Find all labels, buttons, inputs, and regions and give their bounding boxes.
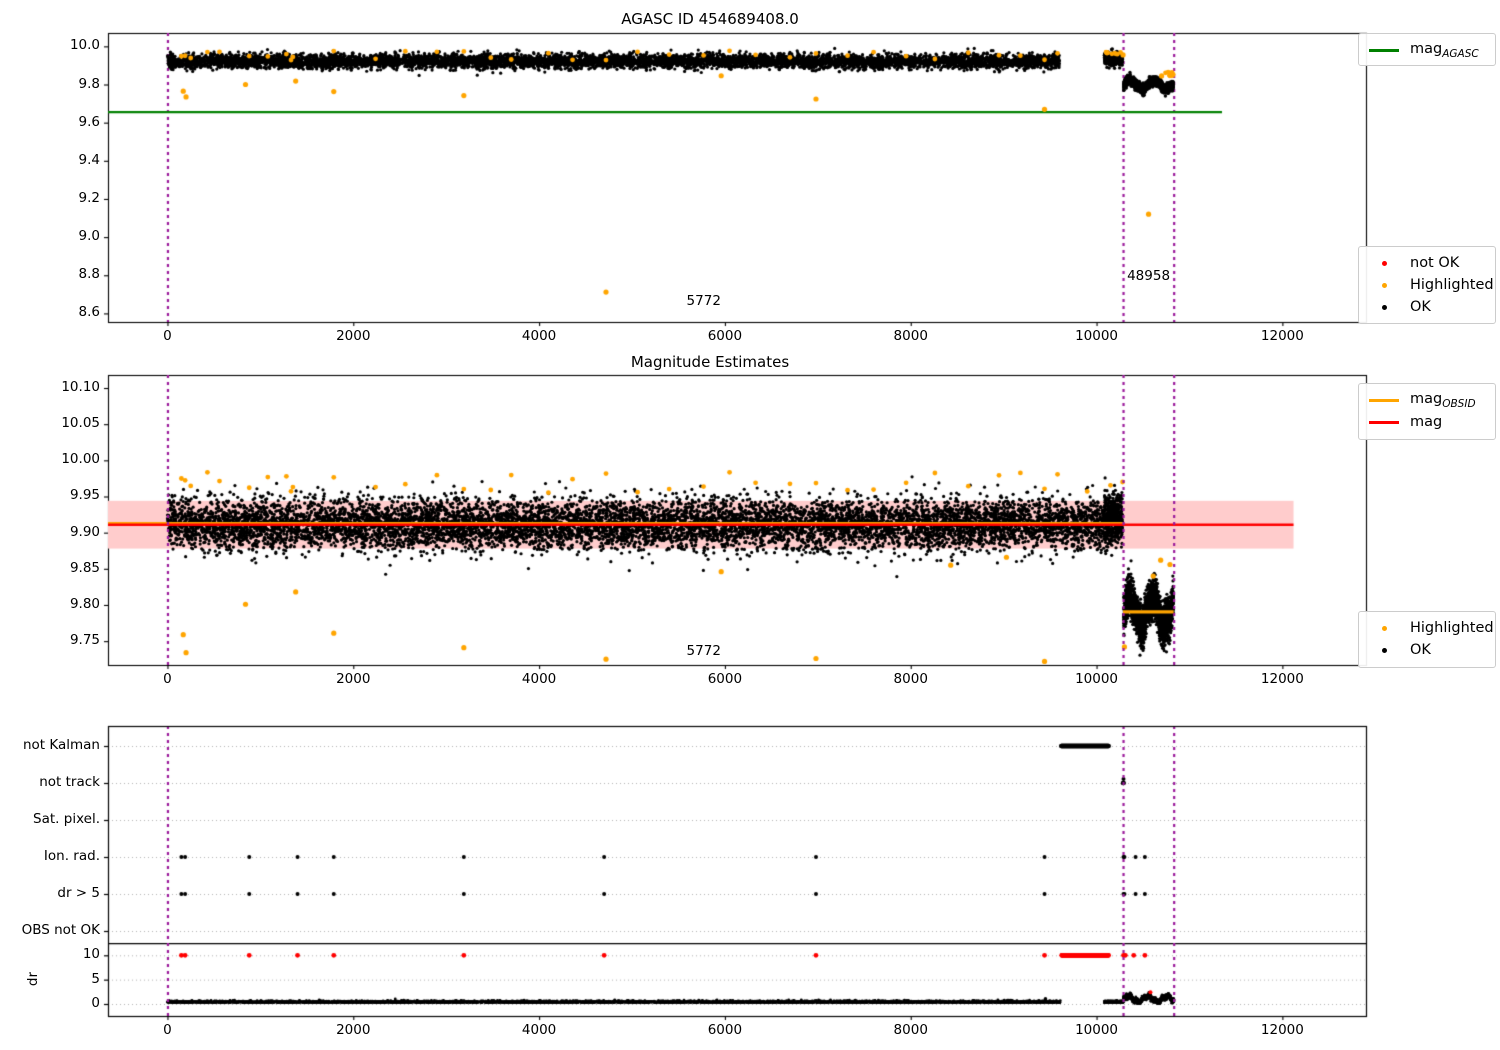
black-dot-icon <box>1367 304 1401 310</box>
xtick-12000: 12000 <box>1260 671 1304 687</box>
xtick-10000: 10000 <box>1075 1022 1119 1038</box>
ytick-p2-10.10: 10.10 <box>61 379 100 396</box>
legend-row-mag-obsid: magOBSID <box>1367 389 1487 411</box>
figure-title: AGASC ID 454689408.0 <box>621 10 799 28</box>
ytick-p1-8.8: 8.8 <box>78 266 100 283</box>
flag-label-ion-rad-: Ion. rad. <box>43 848 100 864</box>
legend-row-highlighted: Highlighted <box>1367 274 1494 296</box>
ytick-p1-9.6: 9.6 <box>78 113 100 130</box>
legend-label-mag-agasc: magAGASC <box>1410 40 1479 60</box>
ytick-p2-9.95: 9.95 <box>69 487 100 504</box>
orange-dot-icon <box>1367 625 1401 631</box>
ytick-p2-9.80: 9.80 <box>69 595 100 612</box>
green-line-icon <box>1367 48 1401 52</box>
dr-tick-10: 10 <box>82 946 100 963</box>
legend-label-highlighted-p2: Highlighted <box>1410 620 1494 636</box>
ytick-p1-9.2: 9.2 <box>78 189 100 206</box>
xtick-8000: 8000 <box>893 671 928 687</box>
legend-label-ok-p2: OK <box>1410 642 1431 658</box>
annotation-p2-5772: 5772 <box>686 643 721 660</box>
dr-axis-label: dr <box>25 971 42 986</box>
legend-label-mag: mag <box>1410 414 1443 430</box>
xtick-10000: 10000 <box>1075 671 1119 687</box>
xtick-0: 0 <box>163 1022 172 1038</box>
ytick-p2-10.00: 10.00 <box>61 451 100 468</box>
legend-label-ok: OK <box>1410 299 1431 315</box>
legend-row-ok: OK <box>1367 296 1487 318</box>
ytick-p2-9.75: 9.75 <box>69 632 100 649</box>
ytick-p1-9.4: 9.4 <box>78 151 100 168</box>
legend-label-mag-obsid: magOBSID <box>1410 390 1476 410</box>
orange-line-icon <box>1367 398 1401 402</box>
xtick-0: 0 <box>163 671 172 687</box>
legend-point-classes-panel1[interactable]: not OK Highlighted OK <box>1358 246 1496 324</box>
dr-tick-0: 0 <box>91 995 100 1011</box>
xtick-8000: 8000 <box>893 328 928 344</box>
xtick-8000: 8000 <box>893 1022 928 1038</box>
flag-label-dr-5: dr > 5 <box>57 885 100 901</box>
xtick-12000: 12000 <box>1260 1022 1304 1038</box>
dr-tick-5: 5 <box>91 970 100 987</box>
xtick-2000: 2000 <box>336 1022 371 1038</box>
ytick-p2-9.85: 9.85 <box>69 559 100 576</box>
panel2-title: Magnitude Estimates <box>630 353 790 371</box>
ytick-p2-10.05: 10.05 <box>61 415 100 432</box>
legend-point-classes-panel2[interactable]: Highlighted OK <box>1358 611 1496 668</box>
flag-label-not-kalman: not Kalman <box>22 737 100 753</box>
xtick-2000: 2000 <box>336 671 371 687</box>
xtick-4000: 4000 <box>521 671 557 687</box>
flag-label-obs-not-ok: OBS not OK <box>21 922 100 938</box>
ytick-p2-9.90: 9.90 <box>69 523 100 540</box>
flag-label-sat-pixel-: Sat. pixel. <box>33 811 100 827</box>
xtick-10000: 10000 <box>1075 328 1119 344</box>
xtick-6000: 6000 <box>707 328 743 344</box>
legend-row-not-ok: not OK <box>1367 252 1487 274</box>
xtick-6000: 6000 <box>707 1022 743 1038</box>
legend-mag-lines-panel2[interactable]: magOBSID mag <box>1358 383 1496 440</box>
xtick-4000: 4000 <box>521 328 557 344</box>
xtick-0: 0 <box>163 328 172 344</box>
red-dot-icon <box>1367 260 1401 266</box>
red-line-icon <box>1367 420 1401 424</box>
ytick-p1-10.0: 10.0 <box>69 37 100 54</box>
ytick-p1-9.8: 9.8 <box>78 75 100 92</box>
legend-label-not-ok: not OK <box>1410 255 1460 271</box>
legend-row-mag-agasc: magAGASC <box>1367 39 1487 61</box>
annotation-48958: 48958 <box>1127 268 1171 285</box>
legend-row-mag: mag <box>1367 411 1487 433</box>
xtick-4000: 4000 <box>521 1022 557 1038</box>
annotation-5772: 5772 <box>686 292 721 309</box>
legend-row-highlighted-p2: Highlighted <box>1367 617 1494 639</box>
ytick-p1-9.0: 9.0 <box>78 228 100 245</box>
ytick-p1-8.6: 8.6 <box>78 304 100 321</box>
orange-dot-icon <box>1367 282 1401 288</box>
legend-label-highlighted: Highlighted <box>1410 277 1494 293</box>
flag-label-not-track: not track <box>39 774 100 790</box>
black-dot-icon <box>1367 647 1401 653</box>
legend-row-ok-p2: OK <box>1367 639 1487 661</box>
legend-mag-agasc[interactable]: magAGASC <box>1358 33 1496 66</box>
xtick-2000: 2000 <box>336 328 371 344</box>
xtick-12000: 12000 <box>1260 328 1304 344</box>
xtick-6000: 6000 <box>707 671 743 687</box>
